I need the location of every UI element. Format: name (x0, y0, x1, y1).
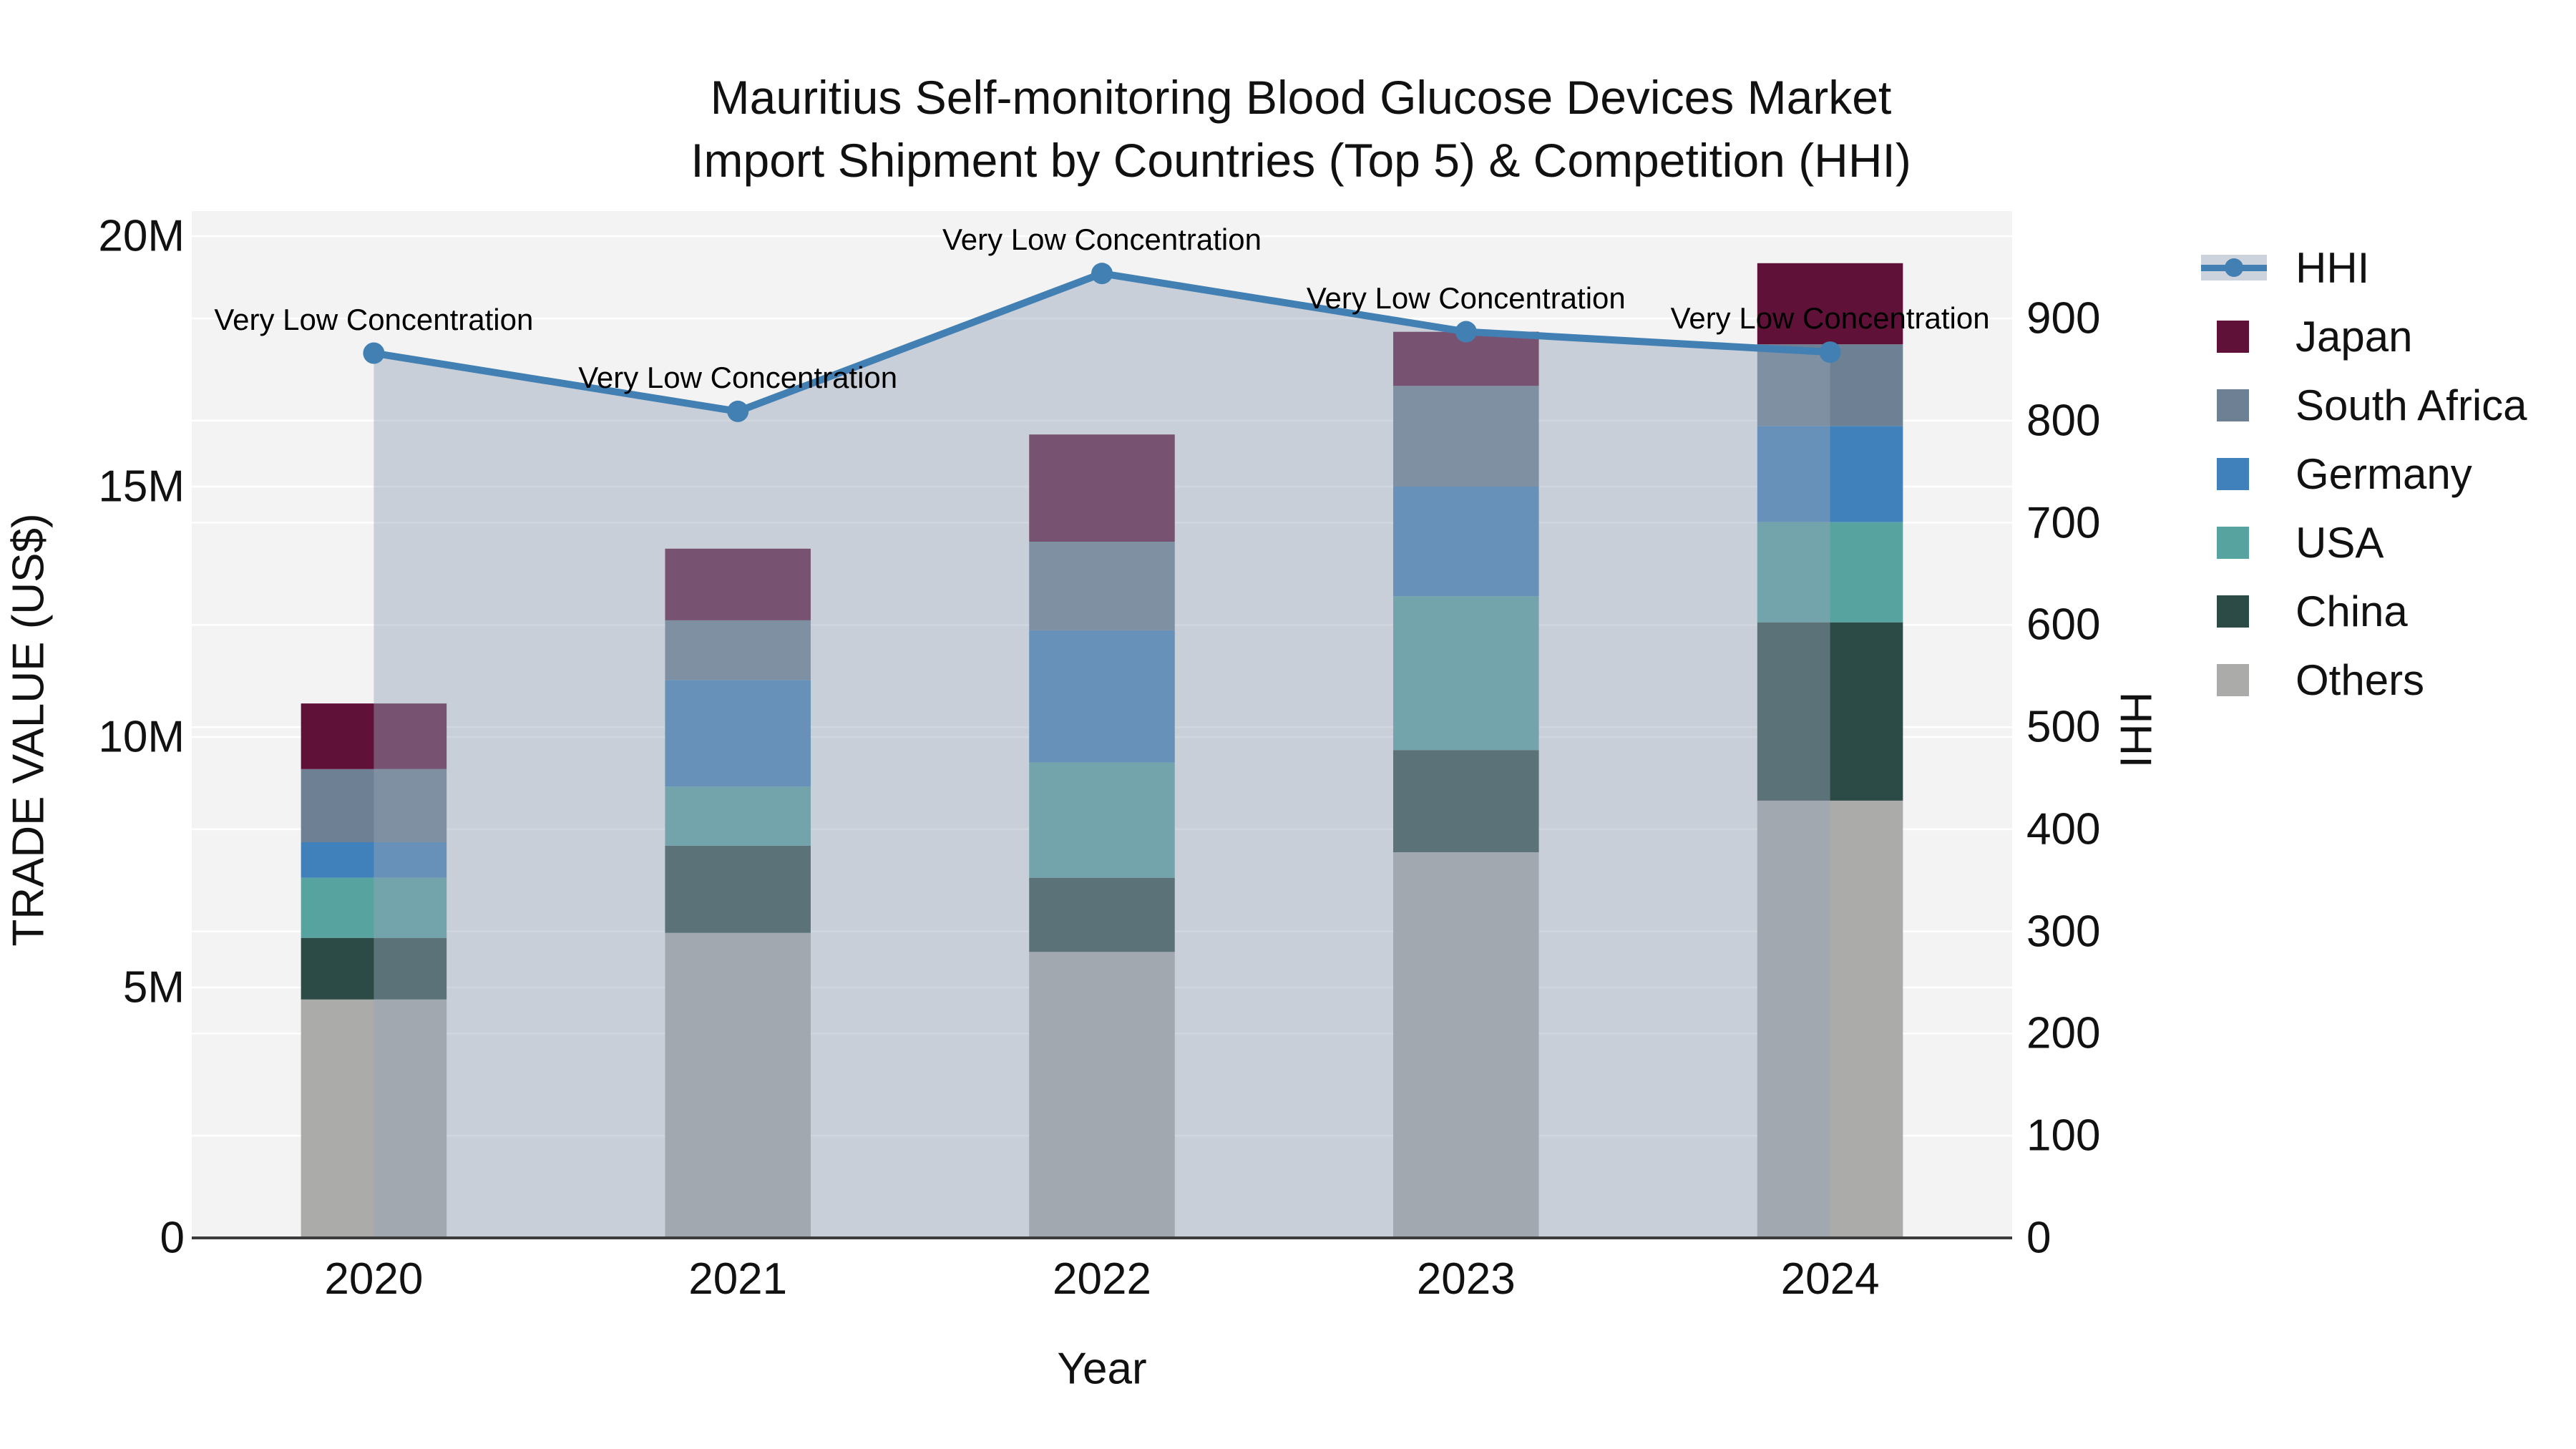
bar-segment-2021-japan[interactable] (665, 548, 811, 620)
y-right-tick-500: 500 (2026, 702, 2101, 752)
bar-segment-2021-usa[interactable] (665, 786, 811, 846)
bar-segment-2020-china[interactable] (301, 937, 447, 1000)
y-right-tick-700: 700 (2026, 498, 2101, 548)
y-right-axis-title: HHI (2110, 691, 2160, 769)
hhi-marker-2023[interactable] (1455, 321, 1477, 343)
bar-segment-2021-china[interactable] (665, 845, 811, 933)
japan-color-square (2217, 320, 2249, 353)
y-right-tick-900: 900 (2026, 293, 2101, 343)
x-tick-2023: 2023 (1416, 1254, 1516, 1304)
hhi-marker-2024[interactable] (1819, 341, 1841, 364)
bar-segment-2024-china[interactable] (1757, 622, 1903, 801)
bar-segment-2022-china[interactable] (1029, 877, 1175, 952)
bar-segment-2023-china[interactable] (1393, 750, 1539, 852)
bar-segment-2020-germany[interactable] (301, 842, 447, 878)
hhi-area-band (374, 273, 1830, 1239)
x-tick-2022: 2022 (1053, 1254, 1151, 1304)
x-tick-2021: 2021 (688, 1254, 788, 1304)
japan-swatch (2201, 320, 2296, 353)
bar-segment-2023-usa[interactable] (1393, 596, 1539, 751)
legend-label-hhi: HHI (2296, 243, 2370, 292)
annotation-2022: Very Low Concentration (942, 223, 1262, 257)
bar-segment-2021-others[interactable] (665, 932, 811, 1238)
bar-segment-2024-others[interactable] (1757, 800, 1903, 1238)
legend-item-others[interactable]: Others (2201, 645, 2527, 714)
south_africa-swatch (2201, 389, 2296, 421)
hhi-marker-2021[interactable] (727, 400, 749, 422)
legend-item-south-africa[interactable]: South Africa (2201, 371, 2527, 439)
legend-label-others: Others (2296, 655, 2425, 704)
china-swatch (2201, 595, 2296, 628)
bar-segment-2020-south_africa[interactable] (301, 769, 447, 842)
annotation-2024: Very Low Concentration (1670, 301, 1990, 336)
legend-item-usa[interactable]: USA (2201, 508, 2527, 577)
bar-segment-2022-germany[interactable] (1029, 630, 1175, 763)
legend-item-hhi[interactable]: HHI (2201, 233, 2527, 302)
legend-item-japan[interactable]: Japan (2201, 302, 2527, 371)
hhi-marker-glyph (2225, 258, 2243, 277)
x-axis-title: Year (1057, 1344, 1147, 1394)
hhi-line-swatch (2201, 255, 2296, 280)
china-color-square (2217, 595, 2249, 628)
others-color-square (2217, 663, 2249, 696)
y-right-tick-0: 0 (2026, 1213, 2051, 1263)
bar-segment-2024-usa[interactable] (1757, 522, 1903, 623)
annotation-2021: Very Low Concentration (578, 360, 898, 394)
germany-swatch (2201, 457, 2296, 490)
usa-swatch (2201, 526, 2296, 559)
y-right-tick-100: 100 (2026, 1111, 2101, 1161)
bar-segment-2022-japan[interactable] (1029, 434, 1175, 542)
y-right-tick-400: 400 (2026, 804, 2101, 854)
bar-segment-2021-south_africa[interactable] (665, 620, 811, 680)
legend-label-japan: Japan (2296, 312, 2413, 361)
chart-title-line2: Import Shipment by Countries (Top 5) & C… (691, 134, 1911, 187)
others-swatch (2201, 663, 2296, 696)
bar-segment-2023-south_africa[interactable] (1393, 386, 1539, 487)
usa-color-square (2217, 526, 2249, 559)
bar-segment-2022-south_africa[interactable] (1029, 542, 1175, 630)
y-right-tick-300: 300 (2026, 907, 2101, 957)
y-right-tick-600: 600 (2026, 600, 2101, 650)
bar-segment-2020-others[interactable] (301, 999, 447, 1238)
bar-segment-2020-usa[interactable] (301, 877, 447, 938)
hhi-marker-2020[interactable] (363, 342, 385, 364)
south_africa-color-square (2217, 389, 2249, 421)
bar-segment-2023-germany[interactable] (1393, 487, 1539, 597)
hhi-band-swatch (2201, 255, 2267, 280)
hhi-marker-2022[interactable] (1091, 263, 1113, 285)
x-tick-2024: 2024 (1780, 1254, 1880, 1304)
y-left-tick-20M: 20M (98, 211, 185, 261)
legend-label-germany: Germany (2296, 449, 2472, 498)
bar-segment-2023-others[interactable] (1393, 852, 1539, 1238)
x-tick-2020: 2020 (324, 1254, 424, 1304)
y-right-tick-200: 200 (2026, 1008, 2101, 1058)
bar-segment-2020-japan[interactable] (301, 703, 447, 769)
legend-item-china[interactable]: China (2201, 577, 2527, 645)
y-left-tick-10M: 10M (98, 712, 185, 762)
y-left-tick-5M: 5M (122, 962, 185, 1013)
bar-segment-2024-japan[interactable] (1757, 263, 1903, 345)
legend-label-usa: USA (2296, 518, 2384, 567)
chart-title-line1: Mauritius Self-monitoring Blood Glucose … (710, 71, 1892, 124)
bar-segment-2024-germany[interactable] (1757, 426, 1903, 522)
legend-label-china: China (2296, 587, 2408, 635)
legend-label-south-africa: South Africa (2296, 381, 2527, 429)
annotation-2023: Very Low Concentration (1306, 280, 1626, 315)
legend-item-germany[interactable]: Germany (2201, 439, 2527, 508)
germany-color-square (2217, 457, 2249, 490)
y-left-tick-15M: 15M (98, 462, 185, 512)
bar-segment-2021-germany[interactable] (665, 680, 811, 787)
y-right-tick-800: 800 (2026, 396, 2101, 446)
y-left-tick-0: 0 (160, 1213, 185, 1263)
chart-title: Mauritius Self-monitoring Blood Glucose … (691, 66, 1911, 192)
bar-segment-2022-others[interactable] (1029, 952, 1175, 1238)
bar-segment-2022-usa[interactable] (1029, 762, 1175, 878)
legend: HHI Japan South Africa Germany USA China Other… (2201, 233, 2527, 714)
annotation-2020: Very Low Concentration (214, 302, 534, 336)
